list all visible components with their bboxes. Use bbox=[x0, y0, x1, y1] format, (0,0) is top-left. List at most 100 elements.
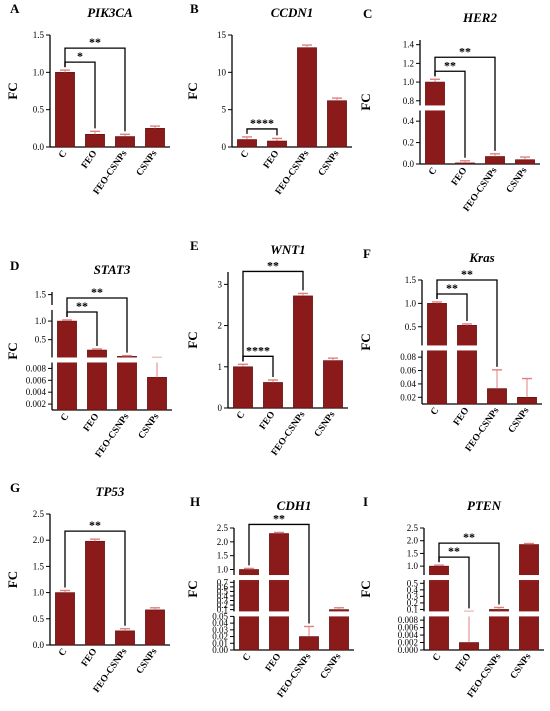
y-tick-label: 1.5 bbox=[33, 30, 45, 40]
y-tick-label: 10 bbox=[217, 67, 227, 77]
panel-h: H CDH10.000.010.020.030.040.050.10.20.30.… bbox=[185, 494, 355, 700]
panel-title: HER2 bbox=[462, 10, 497, 25]
significance-label: ** bbox=[459, 44, 471, 58]
x-category-label: FEO bbox=[258, 410, 277, 432]
x-category-label: FEO bbox=[82, 412, 101, 434]
y-tick-label: 0.5 bbox=[407, 578, 419, 588]
bar bbox=[297, 47, 317, 148]
y-tick-label: 1.0 bbox=[33, 67, 45, 77]
panel-d: D STAT3 0.002 0.004 0.006 0.008 0.5 1.0 1.5 FC C FE… bbox=[5, 258, 173, 460]
x-category-label: C bbox=[241, 652, 253, 663]
y-tick-label: 0.2 bbox=[407, 598, 418, 608]
x-category-label: CSNPs bbox=[509, 652, 534, 681]
significance-label: ** bbox=[444, 58, 456, 72]
y-tick-label: 0.0 bbox=[403, 159, 415, 169]
significance-label: ** bbox=[91, 285, 103, 299]
bar bbox=[459, 642, 479, 651]
bar bbox=[233, 366, 253, 409]
bar bbox=[457, 325, 477, 405]
y-tick-label: 1.2 bbox=[403, 58, 414, 68]
y-tick-label: 0.004 bbox=[26, 387, 47, 397]
panel-title: CCDN1 bbox=[271, 5, 314, 20]
significance-bracket bbox=[64, 47, 126, 132]
y-tick-label: 0.3 bbox=[217, 595, 229, 605]
y-tick-label: 0.1 bbox=[217, 605, 228, 615]
y-tick-label: 15 bbox=[217, 30, 227, 40]
y-tick-label: 0.05 bbox=[212, 611, 228, 621]
y-tick-label: 1.0 bbox=[217, 565, 229, 575]
y-tick-label: 2 bbox=[218, 321, 223, 331]
y-tick-label: 0.04 bbox=[212, 618, 228, 628]
x-category-label: C bbox=[235, 410, 247, 421]
significance-label: ** bbox=[76, 299, 88, 313]
y-tick-label: 0 bbox=[222, 142, 227, 152]
significance-label: ** bbox=[463, 530, 475, 544]
y-tick-label: 0.3 bbox=[407, 591, 419, 601]
y-axis-label: FC bbox=[358, 93, 373, 110]
y-tick-label: 0.2 bbox=[217, 600, 228, 610]
axis-break-gap bbox=[53, 304, 173, 310]
y-tick-label: 1.4 bbox=[403, 40, 415, 50]
y-tick-label: 0.5 bbox=[35, 335, 47, 345]
y-tick-label: 0.08 bbox=[400, 352, 416, 362]
y-tick-label: 1.0 bbox=[405, 298, 417, 308]
y-tick-label: 0.04 bbox=[400, 379, 416, 389]
panel-label: A bbox=[10, 1, 20, 16]
axis-break-gap bbox=[53, 357, 173, 363]
y-tick-label: 0.002 bbox=[26, 399, 46, 409]
y-tick-label: 0.8 bbox=[403, 96, 415, 106]
y-axis-label: FC bbox=[358, 580, 373, 597]
y-tick-label: 2.0 bbox=[407, 536, 419, 546]
y-axis-label: FC bbox=[185, 580, 200, 597]
y-tick-label: 0.000 bbox=[398, 645, 419, 655]
x-category-label: C bbox=[59, 412, 71, 423]
x-category-label: CSNPs bbox=[505, 166, 530, 195]
bar bbox=[55, 72, 75, 148]
x-category-label: C bbox=[431, 652, 443, 663]
y-tick-label: 1.5 bbox=[35, 290, 47, 300]
y-tick-label: 1.0 bbox=[35, 316, 47, 326]
x-category-label: C bbox=[427, 166, 439, 177]
y-tick-label: 0.5 bbox=[217, 586, 229, 596]
bar bbox=[425, 81, 445, 165]
bar bbox=[117, 356, 137, 411]
panel-label: G bbox=[10, 480, 20, 495]
bar bbox=[487, 388, 507, 405]
y-tick-label: 1.0 bbox=[407, 561, 419, 571]
y-tick-label: 0.02 bbox=[400, 392, 416, 402]
panel-title: TP53 bbox=[96, 484, 125, 499]
panel-label: E bbox=[190, 238, 199, 253]
significance-label: ** bbox=[89, 518, 101, 532]
x-category-label: CSNPs bbox=[313, 410, 338, 439]
y-tick-label: 1.5 bbox=[33, 561, 45, 571]
significance-bracket bbox=[438, 542, 500, 605]
y-tick-label: 0.6 bbox=[217, 582, 229, 592]
y-tick-label: 1.5 bbox=[407, 548, 419, 558]
y-tick-label: 2.0 bbox=[33, 535, 45, 545]
x-category-label: CSNPs bbox=[135, 647, 160, 676]
y-tick-label: 2.5 bbox=[407, 523, 419, 533]
bar bbox=[517, 397, 537, 405]
significance-label: **** bbox=[250, 116, 274, 130]
bar bbox=[293, 295, 313, 409]
bar bbox=[427, 303, 447, 405]
y-tick-label: 0.006 bbox=[26, 375, 47, 385]
panel-label: B bbox=[190, 1, 199, 16]
axis-break-gap bbox=[425, 575, 545, 581]
axis-break-gap bbox=[235, 611, 355, 617]
y-axis-label: FC bbox=[5, 571, 20, 588]
y-tick-label: 0.7 bbox=[217, 577, 229, 587]
bar bbox=[485, 156, 505, 165]
x-category-label: CSNPs bbox=[319, 652, 344, 681]
bar bbox=[237, 139, 257, 148]
panel-i: I PTEN0.0000.0020.0040.0060.0080.10.20.30… bbox=[358, 494, 545, 700]
bar bbox=[115, 630, 135, 646]
x-category-label: C bbox=[57, 647, 69, 658]
significance-label: ** bbox=[267, 258, 279, 272]
significance-label: * bbox=[77, 49, 83, 63]
y-axis-label: FC bbox=[5, 82, 20, 99]
